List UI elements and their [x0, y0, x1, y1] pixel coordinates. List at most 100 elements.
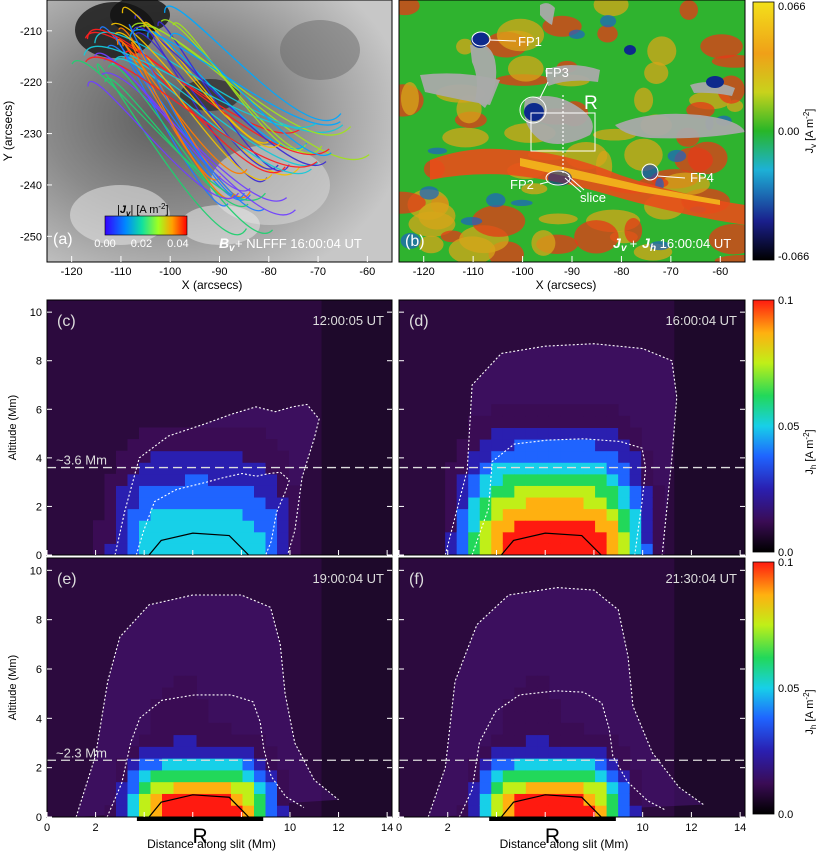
heatmap-cell — [196, 711, 209, 724]
heatmap-cell — [116, 450, 128, 463]
heatmap-cell — [173, 722, 186, 736]
heatmap-cell — [196, 805, 209, 817]
heatmap-cell — [560, 722, 573, 736]
heatmap-cell — [242, 520, 255, 533]
heatmap-cell — [618, 520, 631, 533]
heatmap-cell — [502, 711, 515, 724]
heatmap-cell — [537, 508, 550, 521]
heatmap-cell — [139, 531, 151, 544]
colorbar-jh-top-label: Jh [A m-2] — [802, 429, 818, 474]
heatmap-cell — [468, 758, 481, 771]
heatmap-cell — [525, 687, 538, 700]
heatmap-cell — [185, 805, 197, 817]
x-tick-label: 2 — [93, 822, 99, 834]
heatmap-cell — [560, 415, 573, 428]
heatmap-cell — [537, 781, 550, 794]
heatmap-cell — [468, 415, 481, 428]
heatmap-cell — [514, 473, 527, 486]
heatmap-cell — [595, 758, 608, 771]
field-line — [135, 25, 352, 136]
heatmap-cell — [196, 722, 209, 736]
heatmap-cell — [491, 520, 504, 533]
heatmap-cell — [185, 497, 197, 510]
heatmap-cell — [537, 722, 550, 736]
heatmap-cell — [583, 805, 596, 817]
heatmap-cell — [468, 439, 481, 452]
heatmap-cells — [75, 558, 392, 817]
heatmap-cell — [139, 543, 151, 555]
panel-a-caption-b-sub: v — [229, 243, 236, 254]
heatmap-cell — [479, 415, 492, 428]
heatmap-cell — [583, 462, 596, 475]
heatmap-cell — [208, 462, 220, 475]
heatmap-cell — [652, 508, 665, 521]
heatmap-cell — [618, 508, 631, 521]
jv-map-texture — [399, 0, 745, 262]
fp4-label: FP4 — [690, 170, 714, 185]
heatmap-cell — [618, 439, 631, 452]
heatmap-cell — [231, 508, 243, 521]
x-tick-label-b: -80 — [613, 266, 629, 278]
heatmap-cell — [629, 439, 642, 452]
heatmap-cell — [139, 462, 151, 475]
heatmap-cell — [277, 805, 289, 817]
field-line — [160, 19, 323, 154]
heatmap-cell — [537, 758, 550, 771]
heatmap-cell — [618, 497, 631, 510]
reference-altitude-label: ~2.3 Mm — [56, 745, 107, 760]
heatmap-cell — [572, 746, 585, 759]
heatmap-cell — [560, 462, 573, 475]
heatmap-cell — [116, 769, 128, 783]
x-tick-label: 12 — [685, 822, 697, 834]
heatmap-cell — [606, 497, 619, 510]
heatmap-cell — [560, 439, 573, 452]
heatmap-cell — [104, 543, 117, 555]
heatmap-cell — [468, 485, 481, 498]
heatmap-cell — [606, 734, 619, 747]
heatmap-cell — [537, 462, 550, 475]
heatmap-cell — [162, 485, 174, 498]
heatmap-cell — [572, 781, 585, 794]
heatmap-cell — [254, 485, 266, 498]
heatmap-cell — [502, 543, 515, 555]
heatmap-cell — [548, 781, 561, 794]
heatmap-cell — [537, 473, 550, 486]
contour-outer — [444, 343, 678, 555]
heatmap-cell — [196, 508, 209, 521]
heatmap-cell — [618, 485, 631, 498]
heatmap-cell — [595, 485, 608, 498]
heatmap-cell — [116, 497, 128, 510]
heatmap-cell — [162, 497, 174, 510]
heatmap-cell — [219, 497, 232, 510]
heatmap-cell — [491, 497, 504, 510]
heatmap-cell — [173, 427, 186, 440]
heatmap-cell — [525, 462, 538, 475]
heatmap-cell — [537, 805, 550, 817]
heatmap-cell — [560, 793, 573, 806]
heatmap-cell — [560, 531, 573, 544]
panel-label: (e) — [57, 571, 77, 588]
heatmap-cell — [502, 497, 515, 510]
heatmap-cell — [641, 485, 654, 498]
heatmap-cell — [502, 793, 515, 806]
heatmap-cell — [548, 404, 561, 417]
heatmap-cell — [479, 543, 492, 555]
heatmap-cell — [265, 781, 278, 794]
fp1-contour — [471, 31, 491, 47]
heatmap-cell — [629, 793, 642, 806]
heatmap-cell — [525, 497, 538, 510]
heatmap-cell — [231, 473, 243, 486]
heatmap-cell — [502, 439, 515, 452]
heatmap-cell — [525, 543, 538, 555]
heatmap-cell — [468, 427, 481, 440]
heatmap-cell — [548, 722, 561, 736]
heatmap-cell — [208, 805, 220, 817]
heatmap-cell — [502, 699, 515, 712]
y-tick-label: 8 — [36, 615, 42, 627]
heatmap-cell — [502, 722, 515, 736]
heatmap-cell — [572, 793, 585, 806]
heatmap-cell — [595, 439, 608, 452]
heatmap-cell — [514, 781, 527, 794]
heatmap-cell — [139, 497, 151, 510]
axes: -120 -110 -100 -90 -80 -70 -60 -120 -110 -100 -90 -… — [1, 26, 728, 292]
